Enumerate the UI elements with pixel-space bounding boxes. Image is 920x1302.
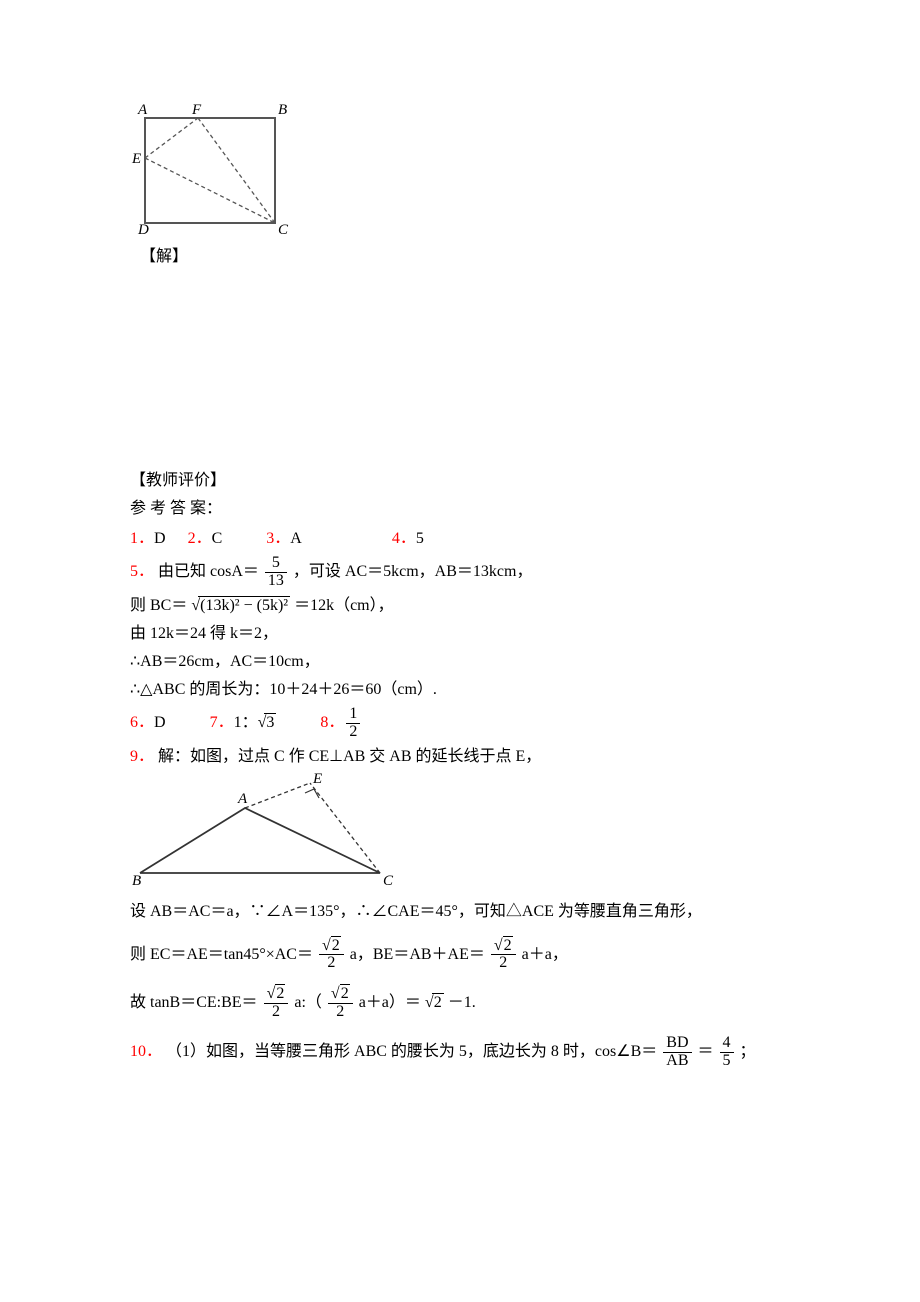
q5-frac-5-13: 5 13 (265, 555, 287, 590)
svg-text:B: B (278, 102, 287, 118)
svg-text:C: C (383, 873, 394, 888)
svg-text:C: C (278, 222, 289, 235)
q9-frac-sqrt2-2-d: √2 2 (328, 986, 353, 1021)
figure-triangle-ace: A E B C (130, 773, 800, 896)
answer-6: D (154, 711, 166, 735)
answer-7-rad: 3 (264, 713, 276, 731)
frac-denom: 2 (491, 955, 516, 972)
svg-text:B: B (132, 873, 141, 888)
svg-text:D: D (137, 222, 149, 235)
answer-num-7: 7． (210, 711, 234, 735)
q5-line1: 5． 由已知 cosA＝ 5 13 ，可设 AC＝5kcm，AB＝13kcm， (130, 555, 800, 590)
q10-pre: （1）如图，当等腰三角形 ABC 的腰长为 5，底边长为 8 时，cos∠B＝ (166, 1043, 657, 1060)
q9-l4-post: －1. (448, 994, 476, 1011)
answer-4: 5 (416, 527, 424, 551)
answer-num-6: 6． (130, 711, 154, 735)
q9-line2: 设 AB＝AC＝a，∵∠A＝135°，∴∠CAE＝45°，可知△ACE 为等腰直… (130, 900, 800, 924)
answer-num-8: 8． (320, 711, 344, 735)
square-diagram-svg: A F B E D C (130, 100, 300, 235)
q9-l4-mid1: a:（ (294, 994, 322, 1011)
frac-numer: √2 (319, 938, 344, 956)
reference-answers-label: 参 考 答 案： (130, 497, 800, 521)
q9-l3-pre: 则 EC＝AE＝tan45°×AC＝ (130, 945, 313, 962)
q5-line4: ∴AB＝26cm，AC＝10cm， (130, 650, 800, 674)
answer-2: C (212, 527, 223, 551)
frac-numer: √2 (328, 986, 353, 1004)
svg-text:E: E (131, 151, 141, 167)
q10-post: ； (740, 1043, 756, 1060)
q5-bc-radicand: (13k)² − (5k)² (198, 596, 290, 614)
q10-frac-bd-ab: BD AB (663, 1035, 691, 1070)
answers-row-2: 6． D 7． 1： √3 8． 1 2 (130, 706, 800, 741)
sqrt-icon: √2 (425, 991, 444, 1015)
answer-num-2: 2． (188, 527, 212, 551)
answer-num-10: 10． (130, 1043, 162, 1060)
answer-num-1: 1． (130, 527, 154, 551)
answer-num-3: 3． (266, 527, 290, 551)
frac-denom: 2 (346, 724, 360, 741)
q10-line1: 10． （1）如图，当等腰三角形 ABC 的腰长为 5，底边长为 8 时，cos… (130, 1035, 800, 1070)
sqrt-icon: √3 (258, 711, 277, 735)
frac-denom: AB (663, 1053, 691, 1070)
q9-l1: 解：如图，过点 C 作 CE⊥AB 交 AB 的延长线于点 E， (158, 748, 541, 765)
answer-8-frac: 1 2 (346, 706, 360, 741)
q9-frac-sqrt2-2-b: √2 2 (491, 938, 516, 973)
q5-line3: 由 12k＝24 得 k＝2， (130, 622, 800, 646)
q9-line3: 则 EC＝AE＝tan45°×AC＝ √2 2 a，BE＝AB＋AE＝ √2 2… (130, 938, 800, 973)
frac-denom: 2 (264, 1004, 289, 1021)
q9-l4-pre: 故 tanB＝CE:BE＝ (130, 994, 258, 1011)
q5-bc-pre: 则 BC＝ (130, 597, 187, 614)
svg-text:F: F (191, 102, 202, 118)
answer-num-5: 5． (130, 563, 154, 580)
frac-numer: 4 (720, 1035, 734, 1053)
q9-l3-post: a＋a， (522, 945, 568, 962)
q9-l4-rad: 2 (432, 993, 444, 1011)
q9-line1: 9． 解：如图，过点 C 作 CE⊥AB 交 AB 的延长线于点 E， (130, 745, 800, 769)
frac-numer: √2 (264, 986, 289, 1004)
figure-square-efc: A F B E D C (130, 100, 800, 243)
solution-label: 【解】 (140, 245, 800, 269)
svg-text:E: E (312, 773, 322, 787)
q5-bc-post: ＝12k（cm）， (294, 597, 394, 614)
q5-post: ，可设 AC＝5kcm，AB＝13kcm， (293, 563, 533, 580)
triangle-diagram-svg: A E B C (130, 773, 410, 888)
q5-line2: 则 BC＝ √(13k)² − (5k)² ＝12k（cm）， (130, 594, 800, 618)
q10-eq: ＝ (698, 1043, 714, 1060)
answer-7-pre: 1： (234, 711, 258, 735)
frac-denom: 2 (319, 955, 344, 972)
sqrt-icon: √(13k)² − (5k)² (191, 594, 290, 618)
q5-pre: 由已知 cosA＝ (158, 563, 259, 580)
q9-l4-mid2: a＋a）＝ (359, 994, 421, 1011)
frac-denom: 2 (328, 1004, 353, 1021)
answer-3: A (290, 527, 302, 551)
frac-denom: 5 (720, 1053, 734, 1070)
q10-frac-4-5: 4 5 (720, 1035, 734, 1070)
frac-denom: 13 (265, 573, 287, 590)
answer-num-4: 4． (392, 527, 416, 551)
answer-1: D (154, 527, 166, 551)
frac-numer: BD (663, 1035, 691, 1053)
svg-text:A: A (137, 102, 148, 118)
q5-line5: ∴△ABC 的周长为：10＋24＋26＝60（cm）. (130, 678, 800, 702)
teacher-evaluation-label: 【教师评价】 (130, 469, 800, 493)
svg-text:A: A (237, 791, 248, 807)
q9-frac-sqrt2-2-c: √2 2 (264, 986, 289, 1021)
q9-frac-sqrt2-2-a: √2 2 (319, 938, 344, 973)
q9-l3-mid: a，BE＝AB＋AE＝ (350, 945, 485, 962)
frac-numer: 1 (346, 706, 360, 724)
answers-row-1: 1． D 2． C 3． A 4． 5 (130, 527, 800, 551)
frac-numer: 5 (265, 555, 287, 573)
frac-numer: √2 (491, 938, 516, 956)
answer-num-9: 9． (130, 748, 154, 765)
q9-line4: 故 tanB＝CE:BE＝ √2 2 a:（ √2 2 a＋a）＝ √2 －1. (130, 986, 800, 1021)
